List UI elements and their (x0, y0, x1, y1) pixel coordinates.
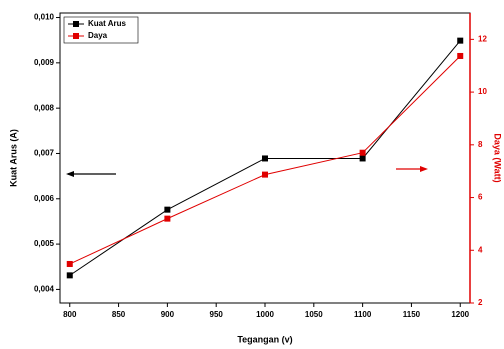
x-tick-label: 1100 (354, 310, 372, 319)
x-tick-label: 850 (112, 310, 126, 319)
marker (262, 155, 268, 162)
y2-tick-label: 12 (478, 34, 487, 43)
marker (262, 171, 268, 178)
x-axis-label: Tegangan (v) (237, 334, 292, 344)
y-tick-label: 0,007 (34, 149, 55, 158)
marker (359, 149, 366, 156)
legend-marker (73, 33, 79, 39)
x-tick-label: 1150 (403, 310, 421, 319)
y-tick-label: 0,004 (34, 285, 55, 294)
marker (164, 206, 171, 213)
legend-marker (73, 21, 79, 27)
legend-label: Kuat Arus (88, 19, 126, 28)
x-tick-label: 1200 (451, 310, 469, 319)
y-tick-label: 0,006 (34, 194, 55, 203)
y-tick-label: 0,005 (34, 239, 55, 248)
x-tick-label: 950 (210, 310, 224, 319)
y-axis-label: Kuat Arus (A) (8, 129, 18, 187)
y2-tick-label: 2 (478, 298, 483, 307)
marker (164, 215, 171, 222)
y2-tick-label: 8 (478, 140, 483, 149)
right-arrow (396, 166, 428, 172)
y2-tick-label: 4 (478, 245, 483, 254)
y-tick-label: 0,010 (34, 13, 55, 22)
marker (457, 52, 464, 59)
marker (457, 37, 464, 44)
x-tick-label: 1000 (256, 310, 274, 319)
legend-label: Daya (88, 31, 108, 40)
y2-tick-label: 6 (478, 193, 483, 202)
x-tick-label: 800 (63, 310, 77, 319)
marker (66, 272, 73, 279)
x-tick-label: 900 (161, 310, 175, 319)
left-arrow (66, 171, 116, 177)
y-tick-label: 0,009 (34, 58, 55, 67)
marker (66, 260, 73, 267)
y-tick-label: 0,008 (34, 103, 55, 112)
y2-tick-label: 10 (478, 87, 487, 96)
marker (359, 155, 366, 162)
x-tick-label: 1050 (305, 310, 323, 319)
y2-axis-label: Daya (Watt) (493, 133, 503, 182)
